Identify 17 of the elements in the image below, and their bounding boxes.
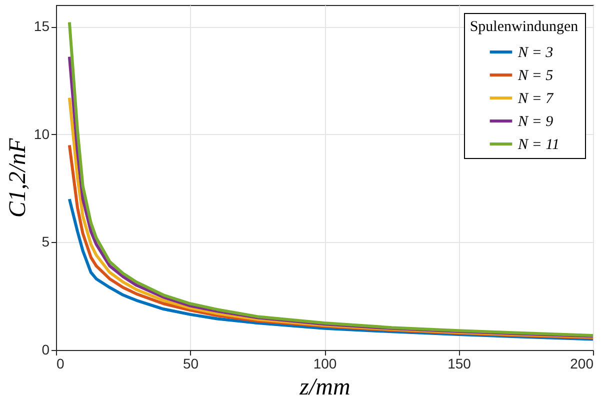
y-axis-title: C1,2/nF — [4, 138, 31, 218]
y-tick-label: 10 — [34, 126, 50, 142]
x-tick-label: 200 — [570, 356, 594, 372]
legend-label: N = 3 — [517, 45, 554, 61]
legend-title: Spulenwindungen — [470, 19, 579, 35]
x-tick-label: 50 — [182, 356, 199, 372]
x-tick-label: 0 — [56, 356, 64, 372]
y-tick-label: 5 — [42, 234, 50, 250]
legend-label: N = 9 — [517, 114, 554, 130]
x-axis-title: z/mm — [298, 374, 350, 400]
legend-label: N = 7 — [517, 91, 555, 107]
legend-label: N = 5 — [517, 68, 554, 84]
y-tick-label: 15 — [34, 18, 50, 34]
x-tick-label: 150 — [448, 356, 472, 372]
legend-label: N = 11 — [517, 137, 560, 153]
x-tick-label: 100 — [313, 356, 337, 372]
y-tick-label: 0 — [42, 342, 50, 358]
